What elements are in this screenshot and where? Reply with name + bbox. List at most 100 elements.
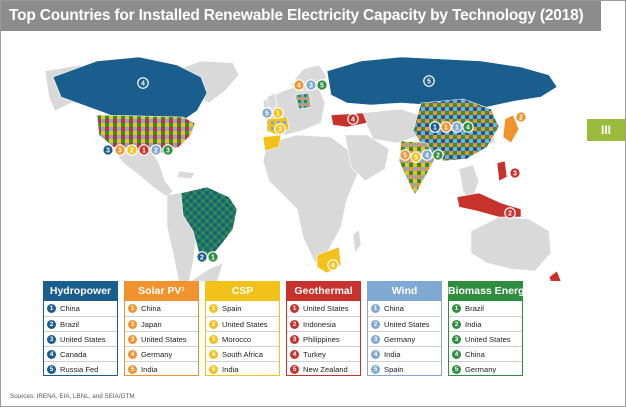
svg-text:4: 4 bbox=[297, 82, 301, 89]
svg-text:2: 2 bbox=[200, 254, 204, 261]
legend-item: 3 United States bbox=[125, 331, 198, 346]
legend-item: 5 Germany bbox=[449, 361, 522, 376]
legend-geothermal: Geothermal 1 United States 2 Indonesia 3 Phili… bbox=[286, 281, 361, 376]
legend-header: Geothermal bbox=[286, 281, 361, 301]
svg-text:4: 4 bbox=[425, 152, 429, 159]
legend-item: 1 Brazil bbox=[449, 301, 522, 316]
rank-badge: 2 bbox=[371, 319, 380, 329]
sources-note: Sources: IRENA, EIA, LBNL, and SEIA/GTM bbox=[10, 393, 135, 400]
legend-item: 3 United States bbox=[449, 331, 522, 346]
marker-geothermal-united-states: 1 bbox=[138, 144, 150, 156]
legend-item: 5 Spain bbox=[368, 361, 441, 376]
legend-item: 2 India bbox=[449, 316, 522, 331]
legend-item-label: Spain bbox=[222, 304, 242, 313]
svg-text:3: 3 bbox=[166, 147, 170, 154]
legend-item: 2 Brazil bbox=[44, 316, 117, 331]
marker-hydropower-united-states: 3 bbox=[102, 144, 114, 156]
rank-badge: 4 bbox=[128, 349, 137, 359]
svg-text:4: 4 bbox=[466, 124, 470, 131]
legend-solar-pv: Solar PV¹ 1 China 2 Japan 3 United States 4 Germ… bbox=[124, 281, 199, 376]
legend-biomass-energy: Biomass Energy 1 Brazil 2 India 3 United State… bbox=[448, 281, 530, 376]
marker-solar-pv-germany: 4 bbox=[293, 79, 305, 91]
legend-item-label: United States bbox=[303, 304, 349, 313]
legend-wind: Wind 1 China 2 United States 3 Germany 4 India 5 S… bbox=[367, 281, 442, 376]
legend-item-label: Philippines bbox=[303, 334, 340, 344]
legend-list: 1 China 2 Japan 3 United States 4 Germany 5 India bbox=[124, 301, 199, 376]
marker-csp-south-africa: 4 bbox=[327, 259, 339, 271]
legend-item-label: China bbox=[60, 304, 80, 313]
legend-item-label: Spain bbox=[384, 364, 404, 374]
svg-text:1: 1 bbox=[444, 124, 448, 131]
marker-biomass-energy-india: 2 bbox=[432, 149, 444, 161]
rank-badge: 1 bbox=[209, 304, 218, 313]
rank-badge: 5 bbox=[209, 364, 218, 374]
country-morocco bbox=[262, 134, 282, 152]
legend-item-label: Brazil bbox=[60, 319, 79, 329]
legend-item-label: United States bbox=[465, 334, 511, 344]
rank-markers: 452133212351343541114554223245 bbox=[102, 75, 551, 293]
rank-badge: 3 bbox=[452, 334, 461, 344]
legend-item-label: United States bbox=[384, 319, 430, 329]
legend-item-label: India bbox=[465, 319, 482, 329]
rank-badge: 2 bbox=[290, 319, 299, 329]
rank-badge: 5 bbox=[47, 364, 56, 374]
rank-badge: 4 bbox=[290, 349, 299, 359]
rank-badge: 2 bbox=[209, 319, 218, 329]
legend-item-label: South Africa bbox=[222, 349, 263, 359]
country-philippines bbox=[496, 160, 508, 182]
svg-text:5: 5 bbox=[320, 82, 324, 89]
legend-item: 5 India bbox=[125, 361, 198, 376]
svg-text:3: 3 bbox=[278, 126, 282, 133]
svg-text:1: 1 bbox=[142, 147, 146, 154]
legend-item: 1 China bbox=[368, 301, 441, 316]
country-russia bbox=[326, 56, 558, 110]
country-brazil bbox=[180, 186, 238, 260]
legend-item: 1 China bbox=[44, 301, 117, 316]
marker-biomass-energy-china: 4 bbox=[462, 121, 474, 133]
legend-item: 1 Spain bbox=[206, 301, 279, 316]
legend-item-label: Brazil bbox=[465, 304, 484, 313]
marker-csp-spain: 1 bbox=[272, 107, 284, 119]
rank-badge: 5 bbox=[290, 364, 299, 374]
marker-solar-pv-japan: 2 bbox=[515, 111, 527, 123]
svg-text:1: 1 bbox=[455, 124, 459, 131]
rank-badge: 3 bbox=[371, 334, 380, 344]
legend-item: 4 China bbox=[449, 346, 522, 361]
legend-item-label: China bbox=[465, 349, 485, 359]
legend-item-label: Germany bbox=[141, 349, 173, 359]
rank-badge: 4 bbox=[371, 349, 380, 359]
world-map-svg: 452133212351343541114554223245 bbox=[44, 56, 562, 293]
legend-list: 1 Brazil 2 India 3 United States 4 China 5 German… bbox=[448, 301, 523, 376]
svg-text:2: 2 bbox=[436, 152, 440, 159]
marker-wind-germany: 3 bbox=[305, 79, 317, 91]
legend-item: 2 United States bbox=[368, 316, 441, 331]
legend-item: 3 Morocco bbox=[206, 331, 279, 346]
svg-text:1: 1 bbox=[433, 124, 437, 131]
rank-badge: 3 bbox=[209, 334, 218, 344]
legend-list: 1 United States 2 Indonesia 3 Philippines 4 Tur… bbox=[286, 301, 361, 376]
svg-text:4: 4 bbox=[331, 262, 335, 269]
legend-item: 2 United States bbox=[206, 316, 279, 331]
legend-item: 4 Germany bbox=[125, 346, 198, 361]
section-tab: III bbox=[587, 119, 625, 141]
rank-badge: 5 bbox=[128, 364, 137, 374]
legend-item-label: United States bbox=[60, 334, 106, 344]
svg-text:4: 4 bbox=[141, 80, 145, 87]
marker-csp-morocco: 3 bbox=[274, 123, 286, 135]
legend-item-label: India bbox=[222, 364, 239, 374]
rank-badge: 3 bbox=[290, 334, 299, 344]
legend-item: 2 Indonesia bbox=[287, 316, 360, 331]
country-japan bbox=[502, 114, 520, 144]
svg-text:5: 5 bbox=[403, 152, 407, 159]
marker-wind-india: 4 bbox=[421, 149, 433, 161]
legend-item-label: United States bbox=[222, 319, 268, 329]
legend-item-label: Russia Fed bbox=[60, 364, 99, 374]
legend-item-label: United States bbox=[141, 334, 187, 344]
legend-csp: CSP 1 Spain 2 United States 3 Morocco 4 South Af… bbox=[205, 281, 280, 376]
marker-wind-china: 1 bbox=[451, 121, 463, 133]
legend-item: 4 India bbox=[368, 346, 441, 361]
legend-list: 1 China 2 United States 3 Germany 4 India 5 Spain bbox=[367, 301, 442, 376]
page-title: Top Countries for Installed Renewable El… bbox=[9, 7, 584, 24]
legend-header: CSP bbox=[205, 281, 280, 301]
legend-header: Wind bbox=[367, 281, 442, 301]
